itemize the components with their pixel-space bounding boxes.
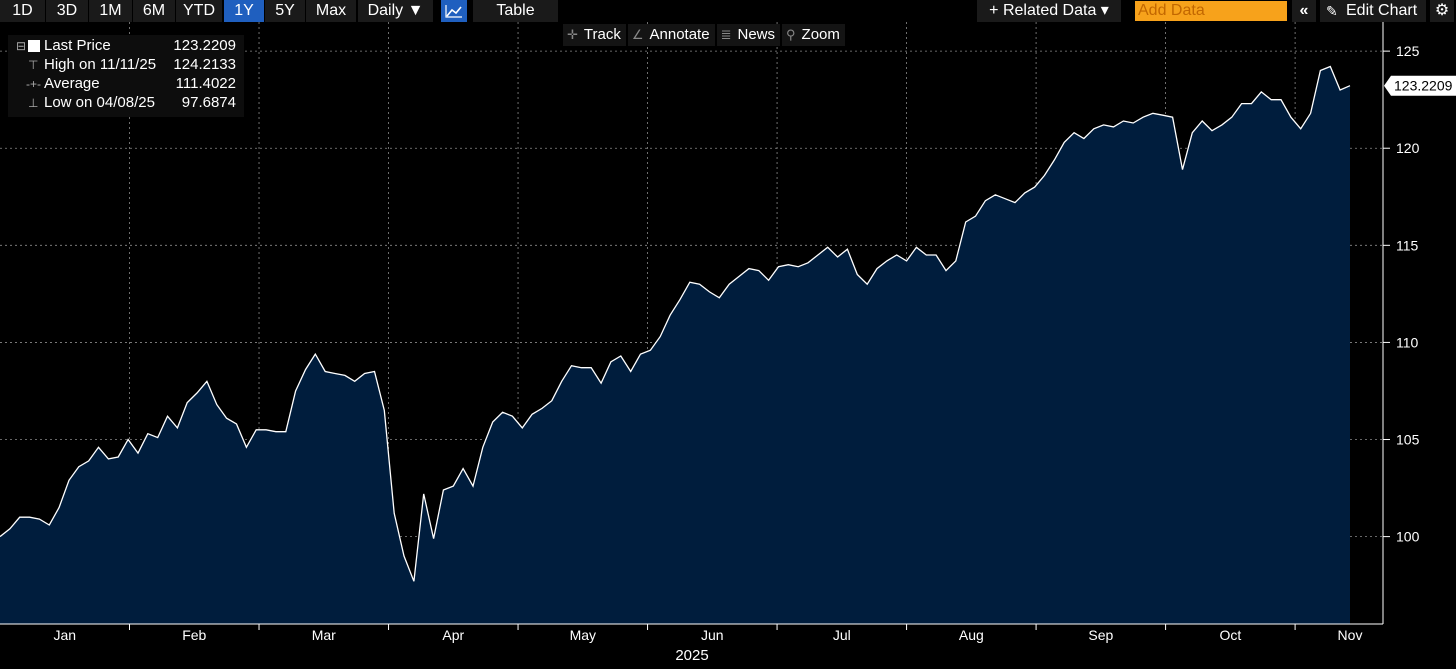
period-3d-button[interactable]: 3D	[46, 0, 88, 22]
track-label: Track	[583, 26, 621, 43]
y-tick-label: 125	[1396, 43, 1420, 59]
frequency-dropdown[interactable]: Daily ▼	[358, 0, 433, 22]
y-tick-label: 100	[1396, 529, 1420, 545]
period-6m-button[interactable]: 6M	[133, 0, 175, 22]
price-line	[0, 65, 1351, 582]
chart-subtools: ✛ Track ∠ Annotate ≣ News ⚲ Zoom	[563, 24, 847, 46]
annotate-button[interactable]: ∠ Annotate	[627, 24, 715, 46]
y-tick-label: 115	[1396, 237, 1419, 253]
annotate-pen-icon: ∠	[631, 27, 644, 42]
last-value-tag: 123.2209	[1384, 75, 1456, 96]
pencil-icon: ✎	[1326, 3, 1338, 19]
y-axis-ticks: 100 105 110 115 120 125	[1383, 43, 1420, 545]
y-tick-label: 105	[1396, 432, 1420, 448]
series-swatch	[28, 40, 40, 52]
low-marker-icon: ⊥	[28, 96, 39, 110]
crosshair-icon: ✛	[567, 27, 578, 42]
x-tick-label: Nov	[1338, 627, 1363, 643]
legend-high: ⊤ High on 11/11/25 124.2133	[8, 56, 244, 74]
x-tick-label: Oct	[1219, 627, 1241, 643]
news-button[interactable]: ≣ News	[716, 24, 780, 46]
y-tick-label: 110	[1396, 334, 1419, 350]
line-chart-icon	[445, 5, 462, 18]
legend-average: -+- Average 111.4022	[8, 75, 244, 93]
average-marker-icon: -+-	[26, 77, 41, 91]
gear-icon: ⚙	[1434, 2, 1450, 19]
add-data-input[interactable]	[1135, 1, 1287, 21]
x-tick-label: Sep	[1088, 627, 1113, 643]
low-label: Low on 04/08/25	[44, 94, 155, 111]
last-price-label: Last Price	[44, 37, 111, 54]
legend-low: ⊥ Low on 04/08/25 97.6874	[8, 94, 244, 112]
line-chart-toggle[interactable]	[441, 0, 467, 22]
x-tick-label: Aug	[959, 627, 984, 643]
period-5y-button[interactable]: 5Y	[265, 0, 305, 22]
x-tick-label: Jun	[701, 627, 724, 643]
magnifier-icon: ⚲	[786, 27, 796, 42]
high-marker-icon: ⊤	[28, 58, 39, 72]
legend-last-price[interactable]: ⊟ Last Price 123.2209	[8, 37, 244, 55]
edit-chart-button[interactable]: ✎ Edit Chart	[1320, 0, 1426, 22]
collapse-button[interactable]: «	[1292, 0, 1316, 22]
x-axis-ticks: Jan Feb Mar Apr May Jun Jul Aug Sep Oct Nov	[53, 624, 1362, 643]
x-tick-label: Mar	[312, 627, 336, 643]
toolbar: 1D 3D 1M 6M YTD 1Y 5Y Max Daily ▼ Table …	[0, 0, 1456, 22]
x-tick-label: Jan	[53, 627, 76, 643]
high-value: 124.2133	[173, 56, 236, 73]
period-ytd-button[interactable]: YTD	[176, 0, 222, 22]
collapse-box-icon[interactable]: ⊟	[16, 39, 27, 53]
average-label: Average	[44, 75, 100, 92]
low-value: 97.6874	[181, 94, 236, 111]
period-max-button[interactable]: Max	[306, 0, 356, 22]
related-data-button[interactable]: + Related Data ▾	[977, 0, 1121, 22]
price-area	[0, 66, 1350, 624]
period-1y-button[interactable]: 1Y	[224, 0, 264, 22]
x-tick-label: Jul	[833, 627, 851, 643]
x-tick-label: May	[570, 627, 596, 643]
news-icon: ≣	[720, 27, 732, 42]
settings-button[interactable]: ⚙	[1430, 0, 1454, 22]
track-button[interactable]: ✛ Track	[563, 24, 626, 46]
zoom-button[interactable]: ⚲ Zoom	[782, 24, 845, 46]
edit-chart-label: Edit Chart	[1346, 2, 1418, 19]
last-price-value: 123.2209	[173, 37, 236, 54]
period-1d-button[interactable]: 1D	[0, 0, 45, 22]
news-label: News	[737, 26, 775, 43]
zoom-label: Zoom	[801, 26, 840, 43]
last-value-label: 123.2209	[1394, 78, 1453, 94]
double-chevron-left-icon: «	[1299, 2, 1309, 19]
table-button[interactable]: Table	[473, 0, 558, 22]
period-1m-button[interactable]: 1M	[89, 0, 132, 22]
x-tick-label: Feb	[182, 627, 206, 643]
high-label: High on 11/11/25	[44, 56, 157, 73]
x-tick-label: Apr	[442, 627, 464, 643]
y-tick-label: 120	[1396, 140, 1420, 156]
average-value: 111.4022	[175, 75, 236, 92]
x-axis-year-label: 2025	[675, 647, 708, 664]
annotate-label: Annotate	[649, 26, 710, 43]
chart-legend: ⊟ Last Price 123.2209 ⊤ High on 11/11/25…	[8, 35, 244, 117]
